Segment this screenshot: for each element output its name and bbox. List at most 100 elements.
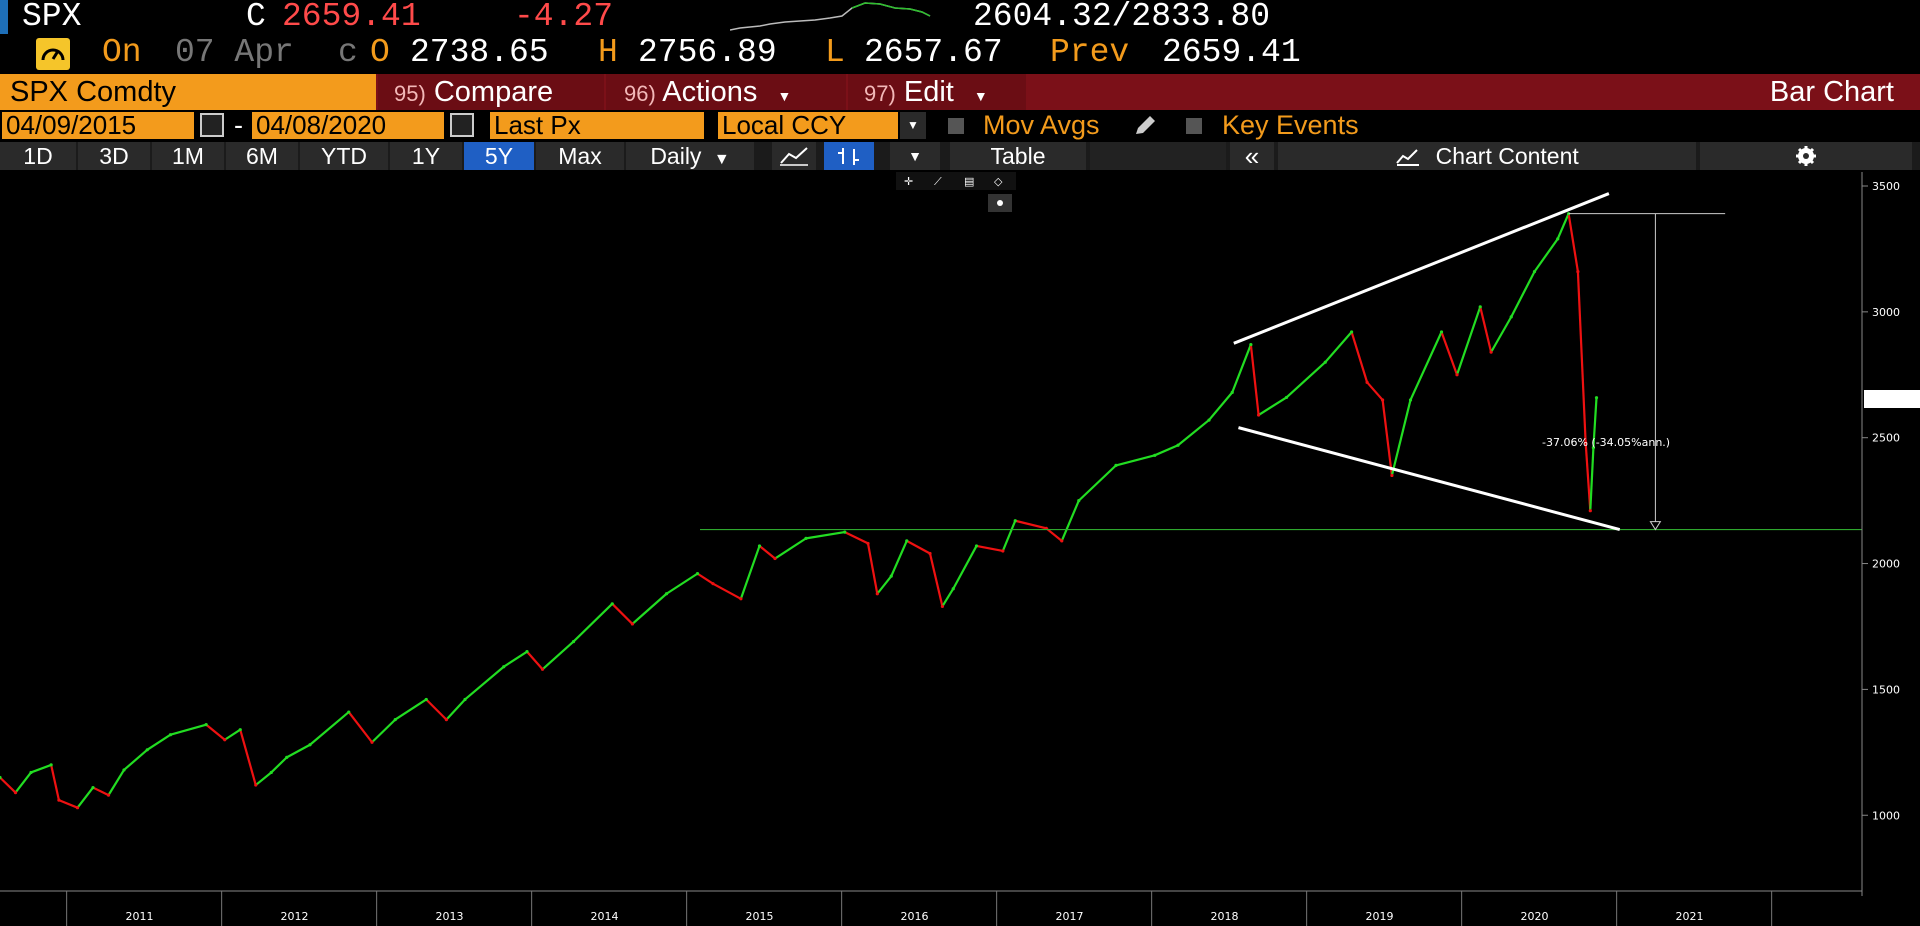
key-events-label: Key Events: [1222, 110, 1359, 140]
price-point: [1013, 519, 1017, 523]
price-point: [757, 544, 762, 548]
x-tick-label: 2019: [1366, 910, 1394, 923]
x-tick-label: 2011: [126, 910, 154, 923]
period-button[interactable]: 1D: [0, 142, 76, 170]
mov-avgs-checkbox[interactable]: [948, 118, 964, 134]
period-button[interactable]: 3D: [78, 142, 150, 170]
edit-dropdown-icon: ▼: [973, 88, 988, 104]
calendar-icon[interactable]: [200, 113, 224, 137]
price-point: [238, 728, 242, 732]
table-button[interactable]: Table: [950, 142, 1086, 170]
chevron-down-icon[interactable]: ▼: [900, 112, 926, 139]
line-chart-icon[interactable]: [772, 142, 816, 170]
period-button[interactable]: 1Y: [390, 142, 462, 170]
price-segment: [928, 553, 944, 607]
price-point: [393, 718, 397, 722]
close-price: 2659.41: [282, 0, 421, 35]
frequency-label: Daily: [650, 143, 702, 169]
trendline-icon[interactable]: ⟋: [934, 175, 942, 188]
calendar-icon[interactable]: [450, 113, 474, 137]
price-point: [711, 582, 715, 586]
price-segment: [1177, 419, 1210, 447]
price-segment: [1208, 391, 1234, 421]
price-point: [269, 770, 273, 775]
field-selector[interactable]: Last Px: [490, 112, 704, 139]
zoom-reset-dot: [997, 200, 1003, 206]
crosshair-icon[interactable]: ✛: [904, 175, 913, 188]
price-segment: [1381, 399, 1393, 476]
key-events-checkbox[interactable]: [1186, 118, 1202, 134]
price-segment: [123, 748, 148, 771]
pencil-icon[interactable]: [1132, 114, 1158, 138]
period-button[interactable]: 1M: [152, 142, 224, 170]
price-point: [1153, 453, 1157, 457]
price-point: [49, 763, 53, 767]
currency-selector[interactable]: Local CCY: [718, 112, 898, 139]
price-segment: [425, 698, 448, 721]
gear-icon[interactable]: [1700, 142, 1912, 170]
period-button[interactable]: Max: [536, 142, 624, 170]
y-tick-label: 3500: [1872, 180, 1900, 193]
measure-arrow: [1649, 521, 1662, 531]
price-point: [843, 530, 847, 534]
price-segment: [611, 603, 634, 625]
price-segment: [464, 665, 505, 701]
price-segment: [170, 723, 207, 736]
chevron-down-icon: ▼: [713, 151, 730, 168]
last-price-tag: 2659.41: [1864, 390, 1920, 408]
compare-label: Compare: [433, 76, 554, 108]
price-segment: [14, 771, 32, 794]
price-segment: [1115, 454, 1156, 467]
annotation-toolbar[interactable]: [896, 172, 1016, 190]
price-segment: [309, 711, 350, 746]
price-segment: [1556, 213, 1570, 240]
price-point: [525, 650, 529, 654]
chart-content-button[interactable]: Chart Content: [1278, 142, 1696, 170]
start-date-field[interactable]: 04/09/2015: [2, 112, 194, 139]
price-point: [1455, 373, 1459, 377]
price-point: [29, 770, 33, 775]
price-segment: [572, 603, 614, 643]
period-button-active[interactable]: 5Y: [464, 142, 534, 170]
price-point: [1257, 413, 1261, 417]
price-point: [1532, 269, 1537, 274]
price-segment: [876, 575, 893, 595]
period-button[interactable]: YTD: [300, 142, 388, 170]
price-segment: [270, 756, 288, 774]
price-segment: [1510, 271, 1536, 318]
price-point: [122, 768, 126, 772]
price-point: [285, 755, 289, 759]
price-point: [540, 667, 545, 671]
price-segment: [906, 539, 931, 555]
price-segment: [631, 592, 668, 625]
end-date-field[interactable]: 04/08/2020: [252, 112, 444, 139]
price-point: [928, 551, 932, 556]
actions-button[interactable]: 96) Actions ▼: [606, 74, 846, 110]
ticker-symbol[interactable]: SPX: [22, 0, 82, 35]
price-segment: [50, 764, 60, 801]
price-point: [1439, 330, 1444, 334]
price-point: [1390, 473, 1394, 478]
price-point: [13, 790, 18, 795]
compare-button[interactable]: 95) Compare: [378, 74, 604, 110]
frequency-selector[interactable]: Daily ▼: [626, 142, 754, 170]
edit-button[interactable]: 97) Edit ▼: [848, 74, 1026, 110]
chart-background: [0, 172, 1920, 926]
security-field[interactable]: SPX Comdty: [0, 74, 376, 110]
chevron-down-icon[interactable]: ▼: [890, 142, 940, 170]
text-tool-icon[interactable]: ▤: [964, 175, 974, 188]
price-segment: [774, 537, 807, 560]
price-segment: [255, 771, 272, 786]
period-button[interactable]: 6M: [226, 142, 298, 170]
speedometer-icon[interactable]: [36, 38, 70, 70]
price-segment: [107, 769, 125, 796]
price-point: [1176, 443, 1180, 447]
price-segment: [1078, 464, 1117, 502]
collapse-left-icon[interactable]: «: [1230, 142, 1274, 170]
date-suffix: c: [338, 34, 358, 71]
price-segment: [1479, 306, 1493, 353]
price-point: [1584, 441, 1588, 445]
eraser-icon[interactable]: ◇: [994, 175, 1003, 188]
bar-chart-icon[interactable]: [824, 142, 874, 170]
